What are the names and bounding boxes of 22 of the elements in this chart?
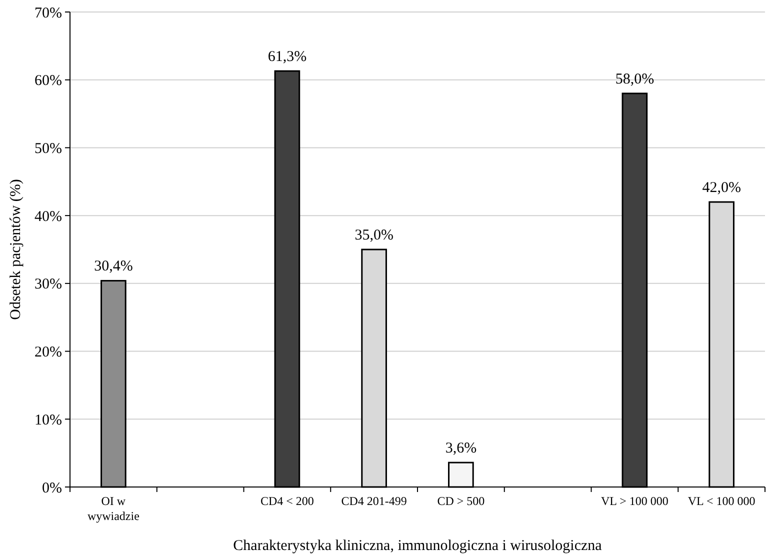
x-tick-label: VL < 100 000 <box>688 494 756 508</box>
y-tick-label: 10% <box>34 412 62 428</box>
data-label: 30,4% <box>94 258 133 275</box>
y-tick-label: 20% <box>34 344 62 361</box>
y-tick-label: 70% <box>34 5 62 22</box>
y-axis-title: Odsetek pacjentów (%) <box>8 179 24 320</box>
x-tick-label: OI w wywiadzie <box>87 494 140 523</box>
x-tick-label: CD4 201-499 <box>341 494 407 508</box>
y-tick-label: 60% <box>34 73 62 90</box>
y-tick-label: 0% <box>42 480 62 496</box>
x-tick-label: CD4 < 200 <box>260 494 314 508</box>
x-tick-label: CD > 500 <box>437 494 485 508</box>
data-label: 35,0% <box>354 228 394 244</box>
y-tick-label: 40% <box>34 208 62 225</box>
data-label: 42,0% <box>702 180 741 196</box>
y-tick-label: 50% <box>34 140 62 157</box>
data-label: 3,6% <box>445 440 477 457</box>
y-tick-label: 30% <box>34 276 62 293</box>
data-label: 61,3% <box>268 49 307 66</box>
data-label: 58,0% <box>615 71 654 88</box>
x-axis-title: Charakterystyka kliniczna, immunologiczna i wirusologiczna <box>233 538 602 554</box>
x-tick-label: VL > 100 000 <box>601 494 668 508</box>
